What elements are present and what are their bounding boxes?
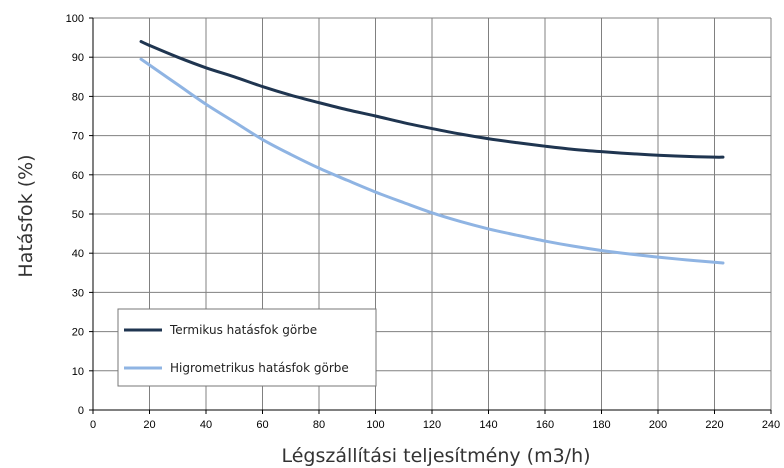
y-tick-label: 70 xyxy=(72,131,84,143)
y-tick-label: 50 xyxy=(72,209,84,221)
x-tick-label: 40 xyxy=(200,419,212,431)
x-axis-title: Légszállítási teljesítmény (m3/h) xyxy=(281,445,590,467)
y-tick-label: 60 xyxy=(72,170,84,182)
y-axis-title: Hatásfok (%) xyxy=(15,154,37,277)
legend-label: Higrometrikus hatásfok görbe xyxy=(170,361,349,375)
x-tick-label: 160 xyxy=(536,419,554,431)
x-tick-label: 0 xyxy=(90,419,96,431)
y-tick-label: 90 xyxy=(72,52,84,64)
legend-label: Termikus hatásfok görbe xyxy=(169,323,317,337)
y-tick-label: 20 xyxy=(72,327,84,339)
y-tick-label: 40 xyxy=(72,248,84,260)
legend: Termikus hatásfok görbe Higrometrikus hat… xyxy=(117,308,377,387)
series-line-termikus xyxy=(139,40,725,159)
series xyxy=(139,40,725,265)
y-tick-label: 10 xyxy=(72,366,84,378)
y-tick-label: 80 xyxy=(72,91,84,103)
x-tick-label: 20 xyxy=(143,419,155,431)
x-tick-label: 60 xyxy=(256,419,268,431)
x-tick-label: 80 xyxy=(313,419,325,431)
x-tick-label: 240 xyxy=(762,419,780,431)
legend-box xyxy=(117,308,377,387)
x-tick-label: 180 xyxy=(592,419,610,431)
tick-labels: 0 20 40 60 80 100 120 140 160 180 200 220 240 0 10 20 30… xyxy=(66,13,781,431)
x-tick-label: 100 xyxy=(366,419,384,431)
x-tick-label: 140 xyxy=(479,419,497,431)
y-tick-label: 0 xyxy=(78,405,84,417)
axes xyxy=(89,17,772,414)
x-tick-label: 220 xyxy=(705,419,723,431)
x-tick-label: 120 xyxy=(423,419,441,431)
x-tick-label: 200 xyxy=(649,419,667,431)
y-tick-label: 100 xyxy=(66,13,84,25)
y-tick-label: 30 xyxy=(72,287,84,299)
series-line-higrometrikus xyxy=(139,57,725,265)
